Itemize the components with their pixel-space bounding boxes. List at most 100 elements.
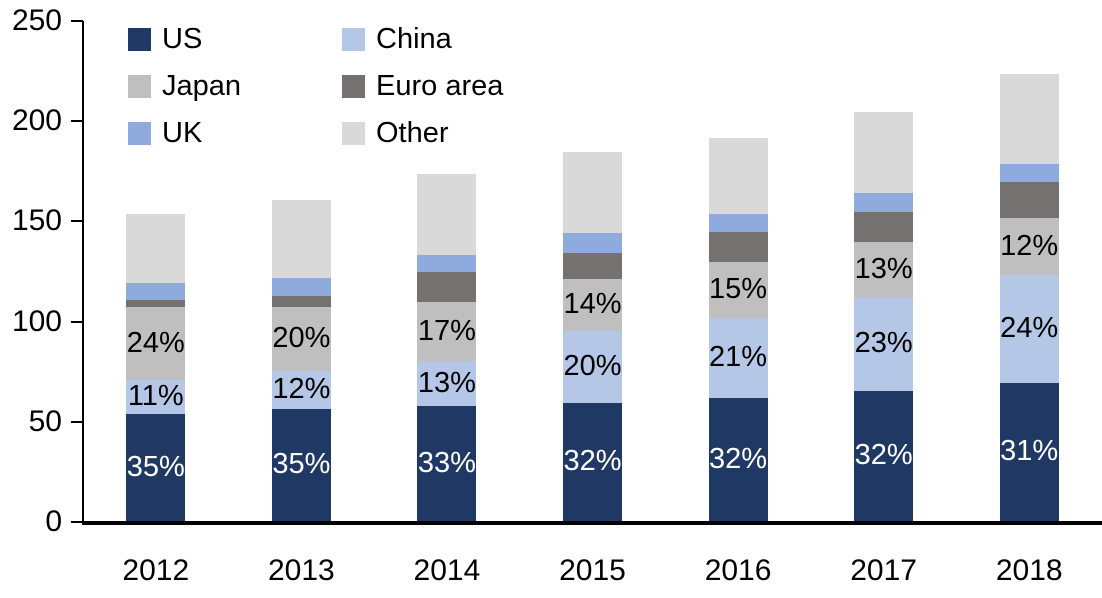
y-axis-tick (71, 521, 83, 523)
bar-segment-label: 20% (563, 350, 622, 383)
legend-swatch-other-icon (342, 121, 365, 145)
x-axis-label-2016: 2016 (704, 554, 772, 587)
bar-2012: 35% 11% 24% (126, 214, 186, 521)
bar-segment-other (563, 152, 622, 234)
bar-segment-euro-area (417, 271, 477, 302)
bar-segment-japan: 20% (271, 306, 331, 371)
x-axis-label-2018: 2018 (995, 554, 1063, 587)
bar-segment-china: 11% (126, 379, 186, 414)
bar-segment-us: 35% (126, 413, 186, 521)
legend-item-euro-area: Euro area (342, 69, 503, 103)
bar-segment-label: 14% (563, 288, 622, 321)
bar-segment-uk (708, 214, 768, 233)
bar-segment-uk (999, 164, 1059, 183)
bar-2013: 35% 12% 20% (271, 200, 331, 521)
bar-segment-euro-area (126, 299, 186, 307)
bar-segment-china: 24% (999, 274, 1059, 383)
bar-segment-china: 12% (271, 370, 331, 409)
bar-segment-other (854, 112, 914, 194)
legend-label-euro-area: Euro area (376, 70, 504, 102)
bar-segment-label: 20% (272, 322, 331, 355)
legend-item-uk: UK (128, 116, 202, 150)
legend-label-us: US (162, 23, 203, 55)
bar-segment-china: 21% (708, 317, 768, 398)
bar-segment-label: 15% (709, 273, 768, 306)
bar-segment-euro-area (563, 253, 622, 279)
bar-segment-other (999, 74, 1059, 165)
bar-segment-label: 31% (1000, 435, 1059, 468)
bar-segment-other (271, 200, 331, 278)
bar-2017: 32% 23% 13% (854, 112, 914, 521)
bar-segment-label: 17% (417, 314, 476, 347)
legend-item-other: Other (342, 116, 449, 150)
y-axis-tick-label: 0 (45, 505, 62, 538)
legend-swatch-uk-icon (128, 121, 151, 145)
y-axis-tick-label: 100 (11, 304, 62, 338)
bar-segment-euro-area (854, 212, 914, 243)
bar-segment-us: 35% (271, 408, 331, 521)
bar-segment-uk (271, 277, 331, 296)
bar-segment-us: 32% (854, 390, 914, 521)
legend-label-other: Other (376, 117, 449, 149)
x-axis-label-2013: 2013 (267, 554, 335, 587)
y-axis-tick (71, 420, 83, 423)
bar-segment-euro-area (708, 232, 768, 262)
x-axis-line (82, 521, 1102, 525)
bar-2014: 33% 13% 17% (417, 174, 477, 521)
bar-segment-japan: 17% (417, 301, 477, 361)
bar-segment-uk (126, 282, 186, 300)
y-axis-tick (71, 120, 83, 123)
bar-segment-us: 32% (563, 402, 622, 521)
y-axis-tick (71, 220, 83, 223)
bar-segment-china: 23% (854, 296, 914, 391)
legend-swatch-us-icon (128, 27, 151, 51)
legend-swatch-japan-icon (128, 74, 151, 98)
bar-segment-label: 33% (417, 446, 476, 479)
bar-segment-euro-area (271, 295, 331, 307)
bar-segment-label: 13% (854, 253, 913, 286)
bar-2018: 31% 24% 12% (999, 74, 1059, 521)
y-axis-tick (71, 320, 83, 323)
bar-segment-japan: 13% (854, 242, 914, 297)
bar-segment-label: 21% (709, 341, 768, 374)
bar-segment-label: 24% (126, 326, 185, 359)
bar-segment-other (126, 214, 186, 283)
bar-2016: 32% 21% 15% (708, 138, 768, 521)
bar-segment-japan: 14% (563, 278, 622, 331)
legend-label-china: China (376, 23, 452, 55)
legend-item-china: China (342, 22, 452, 56)
legend-swatch-china-icon (342, 27, 365, 51)
bar-segment-label: 12% (272, 373, 331, 406)
legend-label-uk: UK (162, 117, 203, 149)
legend-label-japan: Japan (162, 70, 242, 102)
bar-segment-euro-area (999, 182, 1059, 219)
bar-segment-japan: 12% (999, 218, 1059, 275)
bar-segment-label: 13% (417, 366, 476, 399)
y-axis-tick-label: 50 (28, 404, 62, 438)
y-axis-tick-label: 150 (11, 204, 62, 238)
bar-segment-label: 32% (563, 445, 622, 478)
x-axis-label-2012: 2012 (122, 554, 190, 587)
y-axis-tick (71, 20, 83, 22)
bar-segment-china: 13% (417, 360, 477, 406)
bar-segment-uk (854, 193, 914, 213)
bar-segment-uk (417, 254, 477, 272)
bar-segment-us: 31% (999, 382, 1059, 521)
bar-segment-label: 32% (854, 439, 913, 472)
x-axis-label-2015: 2015 (559, 554, 626, 587)
bar-segment-us: 33% (417, 405, 477, 521)
bar-segment-label: 23% (854, 327, 913, 360)
bar-segment-label: 35% (272, 448, 331, 481)
bar-segment-label: 12% (1000, 229, 1059, 262)
bar-segment-other (708, 138, 768, 215)
bar-segment-label: 32% (709, 442, 768, 475)
bar-segment-us: 32% (708, 397, 768, 521)
bar-segment-other (417, 174, 477, 255)
x-axis-label-2017: 2017 (850, 554, 917, 587)
y-axis-tick-label: 200 (11, 104, 62, 138)
y-axis-tick-label: 250 (11, 4, 62, 37)
legend-swatch-euro-area-icon (342, 74, 365, 98)
bar-segment-label: 11% (127, 380, 184, 413)
legend-item-us: US (128, 22, 202, 56)
